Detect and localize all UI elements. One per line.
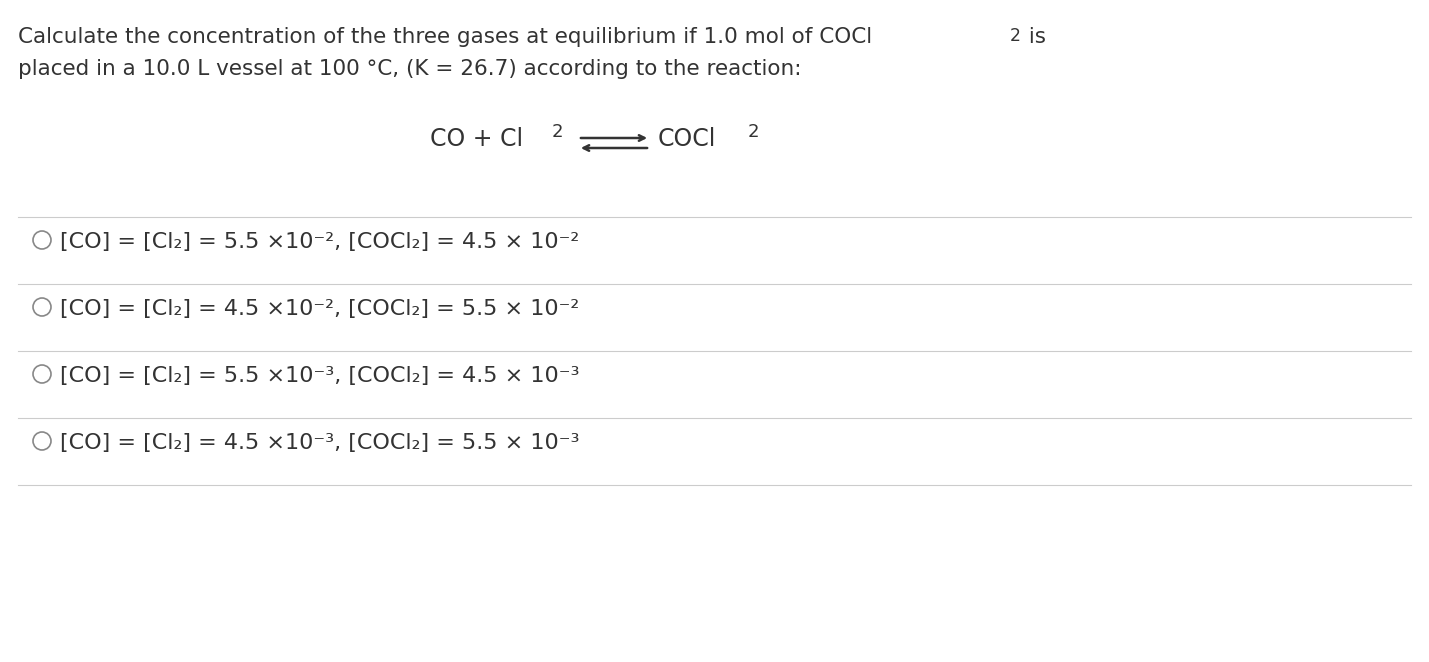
Text: [CO] = [Cl₂] = 4.5 ×10⁻³, [COCl₂] = 5.5 × 10⁻³: [CO] = [Cl₂] = 4.5 ×10⁻³, [COCl₂] = 5.5 … (60, 433, 580, 453)
Text: is: is (1022, 27, 1046, 47)
Text: [CO] = [Cl₂] = 5.5 ×10⁻³, [COCl₂] = 4.5 × 10⁻³: [CO] = [Cl₂] = 5.5 ×10⁻³, [COCl₂] = 4.5 … (60, 366, 580, 386)
Text: 2: 2 (747, 123, 759, 141)
Text: 2: 2 (1010, 27, 1020, 45)
Text: [CO] = [Cl₂] = 4.5 ×10⁻², [COCl₂] = 5.5 × 10⁻²: [CO] = [Cl₂] = 4.5 ×10⁻², [COCl₂] = 5.5 … (60, 299, 579, 319)
Text: Calculate the concentration of the three gases at equilibrium if 1.0 mol of COCl: Calculate the concentration of the three… (19, 27, 872, 47)
Text: 2: 2 (552, 123, 563, 141)
Text: placed in a 10.0 L vessel at 100 °C, (K = 26.7) according to the reaction:: placed in a 10.0 L vessel at 100 °C, (K … (19, 59, 802, 79)
Text: [CO] = [Cl₂] = 5.5 ×10⁻², [COCl₂] = 4.5 × 10⁻²: [CO] = [Cl₂] = 5.5 ×10⁻², [COCl₂] = 4.5 … (60, 232, 579, 252)
Text: COCl: COCl (657, 127, 716, 151)
Text: CO + Cl: CO + Cl (430, 127, 523, 151)
